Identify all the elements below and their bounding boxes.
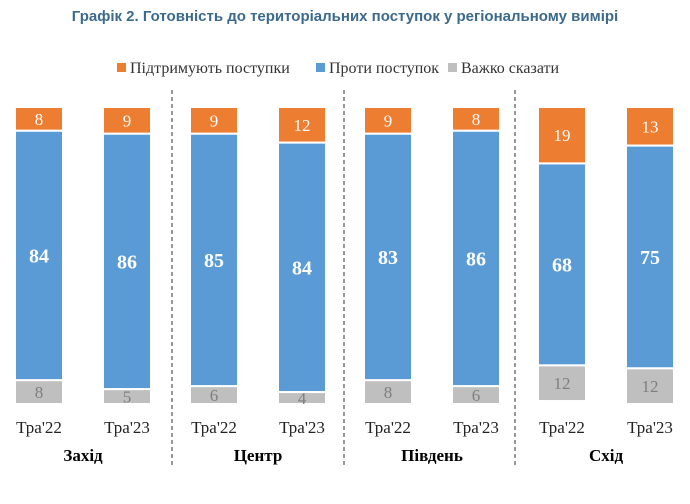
data-label-захід-2-series-2: 86 xyxy=(117,251,137,273)
legend-label-2: Проти поступок xyxy=(329,60,439,77)
data-label-центр-1-series-1: 9 xyxy=(210,111,219,130)
data-label-схід-2-series-3: 12 xyxy=(642,377,659,396)
data-label-південь-2-series-1: 8 xyxy=(472,110,481,129)
bar-центр-1-series-1 xyxy=(189,106,239,135)
data-label-схід-1-series-3: 12 xyxy=(554,374,571,393)
legend-swatch-2 xyxy=(316,63,325,72)
tick-label-центр-1: Тра'22 xyxy=(191,418,237,437)
region-label-2: Центр xyxy=(234,446,283,465)
region-label-4: Схід xyxy=(589,446,624,465)
tick-label-центр-2: Тра'23 xyxy=(279,418,325,437)
data-label-південь-1-series-3: 8 xyxy=(384,383,393,402)
bar-південь-1-series-3 xyxy=(363,379,413,405)
bar-центр-2-series-1 xyxy=(277,106,327,144)
legend-label-1: Підтримують поступки xyxy=(130,60,290,77)
data-label-центр-2-series-1: 12 xyxy=(294,116,311,135)
data-label-захід-1-series-2: 84 xyxy=(29,246,49,268)
tick-label-захід-2: Тра'23 xyxy=(104,418,150,437)
bar-схід-1-series-3 xyxy=(537,364,587,403)
region-label-3: Південь xyxy=(401,446,463,465)
bar-захід-1-series-2 xyxy=(14,129,64,382)
data-label-захід-1-series-1: 8 xyxy=(35,110,44,129)
data-label-південь-1-series-2: 83 xyxy=(378,247,398,269)
legend-swatch-3 xyxy=(448,63,457,72)
bar-центр-2-series-3 xyxy=(277,391,327,405)
data-label-захід-2-series-1: 9 xyxy=(123,111,132,130)
bar-центр-2-series-2 xyxy=(277,141,327,394)
tick-label-південь-2: Тра'23 xyxy=(453,418,499,437)
region-label-1: Захід xyxy=(63,446,103,465)
data-label-південь-2-series-3: 6 xyxy=(472,386,481,405)
legend-swatch-1 xyxy=(117,63,126,72)
tick-label-захід-1: Тра'22 xyxy=(16,418,62,437)
data-label-центр-2-series-2: 84 xyxy=(292,257,312,279)
tick-label-схід-2: Тра'23 xyxy=(627,418,673,437)
data-label-схід-2-series-2: 75 xyxy=(640,247,660,269)
tick-label-схід-1: Тра'22 xyxy=(539,418,585,437)
data-label-центр-1-series-3: 6 xyxy=(210,386,219,405)
data-label-захід-1-series-3: 8 xyxy=(35,383,44,402)
bar-південь-2-series-3 xyxy=(451,385,501,405)
bar-схід-2-series-1 xyxy=(625,106,675,147)
data-label-схід-1-series-2: 68 xyxy=(552,254,572,276)
data-label-південь-1-series-1: 9 xyxy=(384,111,393,130)
bar-схід-1-series-1 xyxy=(537,106,587,165)
data-label-схід-2-series-1: 13 xyxy=(642,117,659,136)
bar-південь-1-series-2 xyxy=(363,132,413,382)
bar-схід-1-series-2 xyxy=(537,162,587,367)
bar-схід-2-series-3 xyxy=(625,367,675,405)
legend-label-3: Важко сказати xyxy=(461,60,560,77)
data-label-схід-1-series-1: 19 xyxy=(554,126,571,145)
bar-захід-1-series-3 xyxy=(14,379,64,405)
bar-південь-1-series-1 xyxy=(363,106,413,135)
data-label-південь-2-series-2: 86 xyxy=(466,248,486,270)
bar-південь-2-series-2 xyxy=(451,129,501,388)
tick-label-південь-1: Тра'22 xyxy=(365,418,411,437)
bar-захід-2-series-2 xyxy=(102,132,152,391)
data-label-центр-1-series-2: 85 xyxy=(204,250,224,272)
chart-title: Графік 2. Готовність до територіальних п… xyxy=(71,8,619,25)
bar-захід-2-series-1 xyxy=(102,106,152,135)
data-label-центр-2-series-3: 4 xyxy=(298,389,307,408)
bar-центр-1-series-3 xyxy=(189,385,239,405)
data-label-захід-2-series-3: 5 xyxy=(123,388,132,407)
bar-схід-2-series-2 xyxy=(625,144,675,370)
bar-центр-1-series-2 xyxy=(189,132,239,388)
bar-захід-2-series-3 xyxy=(102,388,152,405)
